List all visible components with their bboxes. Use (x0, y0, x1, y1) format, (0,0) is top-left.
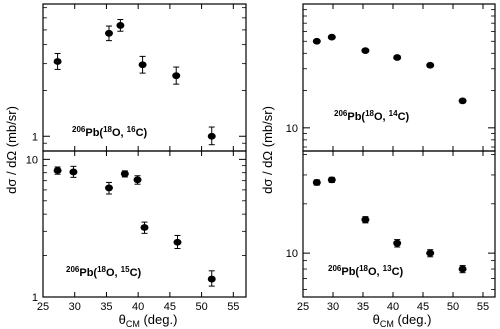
data-point-14c-4 (426, 61, 435, 69)
data-point-14c-0 (312, 37, 321, 45)
panel-frame-14c (302, 3, 496, 152)
data-point-16c-5 (207, 132, 216, 140)
x-tick-label-13c-55: 55 (477, 301, 489, 313)
data-point-15c-5 (140, 224, 149, 231)
data-point-14c-1 (327, 33, 336, 41)
x-tick-label-13c-25: 25 (297, 301, 309, 313)
y-tick-label-16c-1: 1 (32, 131, 38, 143)
y-tick-label-13c-10: 10 (286, 248, 298, 260)
data-point-13c-1 (327, 176, 336, 184)
data-point-16c-4 (172, 72, 181, 80)
x-tick-label-13c-40: 40 (387, 301, 399, 313)
right-y-axis-label: dσ / dΩ (mb/sr) (260, 106, 275, 194)
x-tick-label-13c-45: 45 (417, 301, 429, 313)
x-tick-label-15c-40: 40 (132, 301, 144, 313)
data-point-15c-3 (120, 170, 129, 178)
y-tick-label-15c-1: 1 (32, 292, 38, 304)
data-point-14c-5 (458, 97, 467, 105)
x-tick-label-15c-45: 45 (164, 301, 176, 313)
data-point-13c-3 (393, 239, 402, 247)
data-point-15c-1 (69, 168, 78, 176)
panel-frame-13c (302, 150, 496, 298)
panel-frame-15c (42, 150, 247, 298)
data-point-16c-0 (53, 58, 62, 65)
x-tick-label-15c-30: 30 (69, 301, 81, 313)
data-point-15c-7 (207, 275, 216, 283)
data-point-16c-1 (104, 29, 113, 37)
panel-label-14c: 206Pb(18O, 14C) (334, 109, 410, 123)
data-point-13c-4 (426, 249, 435, 257)
data-point-15c-6 (173, 238, 182, 246)
x-tick-label-15c-50: 50 (195, 301, 207, 313)
left-x-axis-label: θCM (deg.) (119, 312, 178, 329)
panel-label-13c: 206Pb(18O, 13C) (328, 264, 404, 278)
panel-label-15c: 206Pb(18O, 15C) (66, 265, 142, 279)
data-point-15c-0 (53, 167, 62, 174)
data-point-14c-3 (393, 54, 402, 61)
x-tick-label-13c-30: 30 (327, 301, 339, 313)
data-point-13c-2 (361, 216, 370, 224)
y-tick-label-15c-10: 10 (26, 154, 38, 166)
right-x-axis-label: θCM (deg.) (373, 312, 432, 329)
panel-label-16c: 206Pb(18O, 16C) (72, 125, 148, 139)
y-tick-label-14c-10: 10 (286, 123, 298, 135)
data-point-16c-3 (138, 61, 147, 69)
x-tick-label-15c-55: 55 (227, 301, 239, 313)
x-tick-label-13c-50: 50 (447, 301, 459, 313)
data-point-15c-4 (133, 176, 142, 184)
left-y-axis-label: dσ / dΩ (mb/sr) (4, 106, 19, 194)
data-point-13c-5 (458, 265, 467, 273)
x-tick-label-13c-35: 35 (357, 301, 369, 313)
x-tick-label-15c-35: 35 (100, 301, 112, 313)
data-point-13c-0 (312, 179, 321, 186)
data-point-16c-2 (116, 22, 125, 29)
data-point-15c-2 (104, 184, 113, 192)
data-point-14c-2 (361, 47, 370, 55)
x-tick-label-15c-25: 25 (37, 301, 49, 313)
